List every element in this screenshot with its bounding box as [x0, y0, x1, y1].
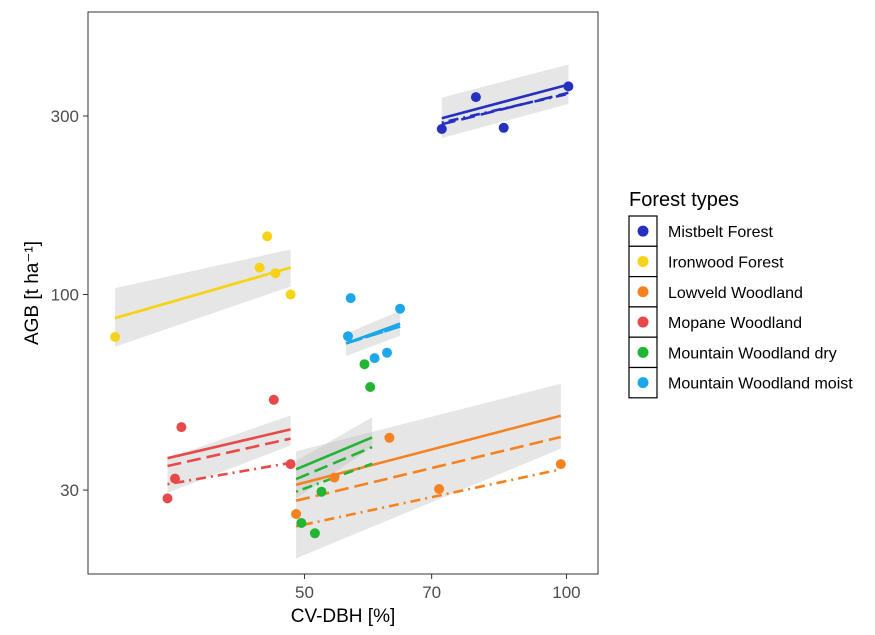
- fit-line-solid-2: [295, 414, 562, 487]
- data-point-3-1: [170, 473, 180, 484]
- data-point-1-1: [254, 262, 265, 273]
- data-point-1-0: [110, 332, 121, 342]
- data-point-0-0: [436, 124, 447, 134]
- data-point-4-4: [365, 382, 376, 392]
- data-point-2-3: [434, 484, 445, 494]
- data-point-2-4: [555, 459, 566, 470]
- y-tick-label: 100: [51, 285, 79, 304]
- data-point-5-0: [343, 331, 353, 342]
- data-point-5-1: [345, 293, 356, 304]
- data-point-2-2: [384, 432, 395, 443]
- data-point-4-3: [359, 359, 370, 370]
- legend-marker: [637, 255, 649, 267]
- y-tick-label: 30: [60, 481, 79, 500]
- fit-line-dashed-4: [295, 445, 373, 481]
- data-point-5-4: [395, 303, 406, 314]
- data-point-1-4: [285, 289, 296, 300]
- fit-line-dotdash-2: [295, 468, 562, 528]
- data-point-4-1: [309, 528, 320, 539]
- fit-line-dotdash-1: [114, 266, 291, 320]
- legend-marker: [637, 377, 649, 389]
- legend-label: Mopane Woodland: [668, 315, 802, 332]
- x-tick-label: 70: [422, 583, 441, 602]
- y-tick-label: 300: [51, 107, 79, 126]
- fit-line-solid-3: [167, 428, 291, 460]
- fit-line-dashed-3: [167, 437, 291, 468]
- x-tick-label: 100: [552, 583, 580, 602]
- data-point-3-0: [162, 493, 173, 504]
- fit-line-solid-4: [295, 436, 373, 471]
- legend-marker: [637, 346, 649, 358]
- x-tick-label: 50: [295, 583, 314, 602]
- data-point-3-4: [285, 459, 296, 470]
- legend-marker: [637, 286, 649, 298]
- data-point-1-2: [262, 231, 273, 242]
- data-point-2-1: [329, 472, 340, 483]
- data-point-0-2: [498, 122, 509, 133]
- data-point-0-3: [563, 81, 574, 92]
- confidence-band-4: [296, 417, 373, 499]
- data-point-2-0: [291, 509, 302, 519]
- data-point-4-0: [296, 518, 307, 528]
- legend-label: Mountain Woodland dry: [668, 345, 837, 362]
- fit-line-dashed-2: [295, 435, 562, 502]
- legend-label: Lowveld Woodland: [668, 285, 803, 302]
- fit-line-dashed-0: [441, 91, 569, 126]
- data-point-0-1: [470, 92, 481, 103]
- legend-label: Mistbelt Forest: [668, 224, 773, 241]
- data-point-5-2: [369, 353, 380, 364]
- y-axis-title: AGB [t ha⁻¹]: [22, 241, 43, 345]
- confidence-band-1: [115, 249, 291, 347]
- confidence-band-3: [167, 415, 291, 493]
- fit-line-solid-0: [441, 83, 569, 120]
- fit-line-dotdash-4: [295, 462, 373, 493]
- data-point-1-3: [270, 268, 281, 279]
- fit-line-dotdash-3: [167, 461, 291, 486]
- data-point-3-3: [268, 394, 279, 405]
- legend: Forest types Mistbelt Forest Ironwood For…: [628, 189, 853, 399]
- data-point-5-3: [382, 347, 392, 358]
- legend-marker: [637, 225, 649, 237]
- data-points: [110, 81, 574, 539]
- data-point-4-2: [316, 486, 327, 497]
- legend-label: Ironwood Forest: [668, 254, 784, 271]
- confidence-band-2: [296, 383, 561, 559]
- legend-label: Mountain Woodland moist: [668, 376, 853, 393]
- x-axis-title: CV-DBH [%]: [291, 606, 396, 627]
- fit-line-dotdash-5: [345, 325, 401, 345]
- data-point-3-2: [176, 422, 187, 433]
- regression-lines: [114, 83, 569, 528]
- legend-marker: [637, 316, 649, 328]
- legend-title: Forest types: [629, 189, 739, 211]
- axes: 50 70 100 30 100 300: [51, 107, 581, 602]
